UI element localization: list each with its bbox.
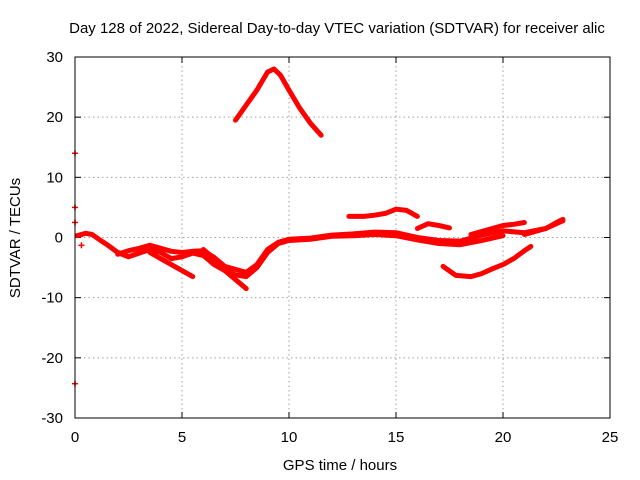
series-arc-10 [521, 216, 566, 237]
series-arc-9 [468, 220, 527, 237]
series-arc-7 [414, 221, 452, 231]
data-point-mark [78, 242, 85, 249]
x-tick-label: 0 [71, 429, 79, 446]
x-tick-label: 20 [495, 429, 512, 446]
x-tick-label: 5 [178, 429, 186, 446]
y-tick-label: 30 [46, 49, 63, 66]
plot-frame [74, 56, 611, 419]
x-tick-label: 15 [388, 429, 405, 446]
y-tick-label: 20 [46, 109, 63, 126]
x-axis-label: GPS time / hours [283, 457, 397, 474]
x-tick-label: 10 [281, 429, 298, 446]
y-tick-label: 10 [46, 169, 63, 186]
x-tick-label: 25 [602, 429, 619, 446]
data-layer [72, 66, 566, 387]
series-arc-4 [200, 247, 249, 292]
tick-layer: 0 5 10 15 20 25 -30 -20 -10 0 10 20 30 [41, 49, 618, 446]
y-tick-label: -30 [41, 410, 63, 427]
series-arc-3 [147, 250, 196, 280]
y-axis-label: SDTVAR / TECUs [7, 178, 24, 298]
series-arc-6 [346, 206, 420, 219]
series-arc-5 [233, 66, 324, 138]
series-arc-2 [115, 218, 566, 275]
y-tick-label: 0 [55, 230, 63, 247]
y-tick-label: -20 [41, 350, 63, 367]
chart-title: Day 128 of 2022, Sidereal Day-to-day VTE… [69, 20, 605, 37]
series-arc-8 [440, 244, 534, 280]
y-tick-label: -10 [41, 290, 63, 307]
